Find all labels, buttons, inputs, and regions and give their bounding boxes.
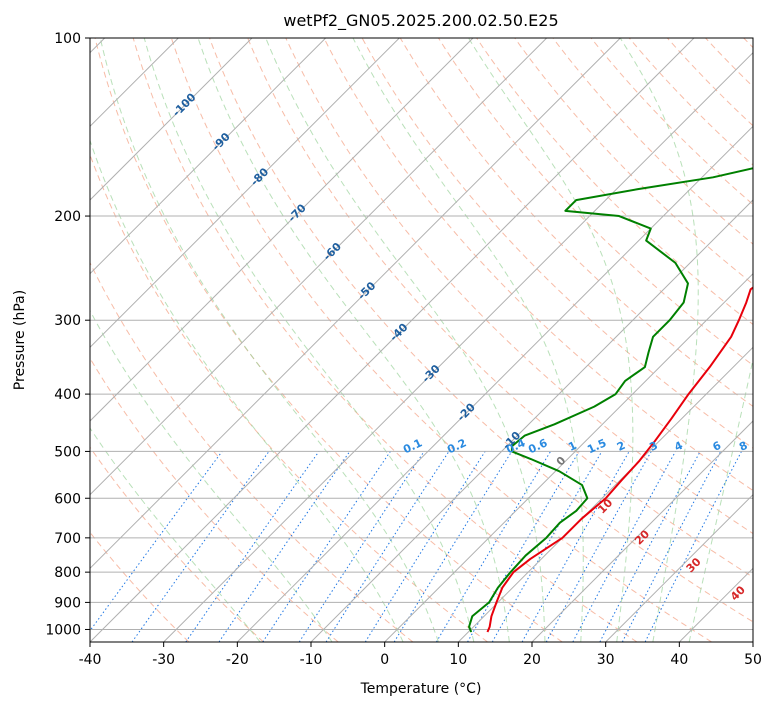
dry-adiabat (628, 38, 753, 166)
x-tick-label: -40 (79, 652, 102, 668)
dry-adiabat (90, 261, 414, 642)
x-tick-label: 40 (670, 652, 688, 668)
moist-adiabat (143, 38, 475, 642)
mixing-ratio-line (131, 451, 270, 642)
isotherm (310, 199, 753, 642)
plot-area: -100-90-80-70-60-50-40-30-20-100.1 0.2 0.4… (90, 38, 753, 642)
moist-adiabat (99, 38, 439, 642)
y-tick-label: 400 (54, 387, 81, 403)
x-tick-label: 20 (523, 652, 541, 668)
dry-adiabat (209, 38, 753, 623)
x-tick-label: 30 (597, 652, 615, 668)
x-tick-label: -10 (300, 652, 323, 668)
y-tick-label: 800 (54, 565, 81, 581)
x-tick-label: 10 (449, 652, 467, 668)
dry-adiabat (247, 38, 753, 578)
mixing-ratio-line (491, 451, 603, 642)
mixing-ratio-line (364, 451, 486, 642)
dry-adiabat (94, 38, 563, 642)
isotherm (531, 420, 753, 642)
dry-adiabat (90, 446, 264, 642)
axis-ticks: -40 -30 -20 -10 0 10 20 30 40 50 1000 900 800 700 600 5… (45, 31, 762, 668)
isotherm (90, 38, 253, 201)
isotherm (90, 38, 474, 422)
chart-title: wetPf2_GN05.2025.200.02.50.E25 (283, 11, 558, 31)
dewpoint-profile-line (468, 166, 753, 633)
isotherm (384, 272, 753, 642)
mixing-ratio-line (467, 451, 580, 642)
moist-adiabat (90, 138, 404, 642)
isotherm (90, 38, 621, 570)
isotherm (163, 51, 753, 642)
x-tick-label: 50 (744, 652, 762, 668)
isotherm (90, 38, 400, 349)
moist-adiabat (90, 309, 333, 642)
moist-adiabat (197, 38, 510, 642)
x-axis-label: Temperature (°C) (360, 681, 482, 697)
dry-adiabat (590, 38, 753, 206)
y-tick-label: 600 (54, 491, 81, 507)
moist-adiabat (352, 38, 584, 642)
x-tick-label: 0 (380, 652, 389, 668)
y-axis-label: Pressure (hPa) (12, 290, 28, 390)
isotherm (236, 125, 753, 642)
plot-frame (89, 37, 754, 643)
dry-adiabat (132, 38, 638, 642)
y-tick-label: 700 (54, 531, 81, 547)
mixing-ratio-line (435, 451, 552, 642)
mixing-ratio-line (218, 451, 351, 642)
isotherm (605, 493, 753, 642)
isotherm (90, 38, 327, 275)
y-tick-label: 100 (54, 31, 81, 47)
dry-adiabat (476, 38, 753, 326)
y-tick-label: 500 (54, 444, 81, 460)
moist-adiabat (265, 38, 546, 642)
temperature-profile-line (486, 286, 753, 633)
y-tick-label: 300 (54, 313, 81, 329)
moist-adiabat (688, 357, 753, 642)
dry-adiabat (323, 38, 753, 492)
isotherm (90, 38, 695, 642)
mixing-ratio-line (572, 451, 676, 642)
moist-adiabat (90, 427, 261, 642)
mixing-ratio-line (90, 451, 223, 632)
y-tick-label: 900 (54, 595, 81, 611)
y-tick-label: 1000 (45, 622, 81, 638)
isotherm (90, 38, 548, 496)
dry-adiabat (170, 38, 712, 642)
x-tick-label: -30 (152, 652, 175, 668)
y-tick-label: 200 (54, 209, 81, 225)
moist-adiabat (619, 38, 699, 642)
dry-adiabat (514, 38, 753, 285)
mixing-ratio-line (521, 451, 630, 642)
x-tick-label: -20 (226, 652, 249, 668)
dry-adiabat (399, 38, 753, 408)
mixing-ratio-line (393, 451, 513, 642)
mixing-ratio-line (325, 451, 450, 642)
